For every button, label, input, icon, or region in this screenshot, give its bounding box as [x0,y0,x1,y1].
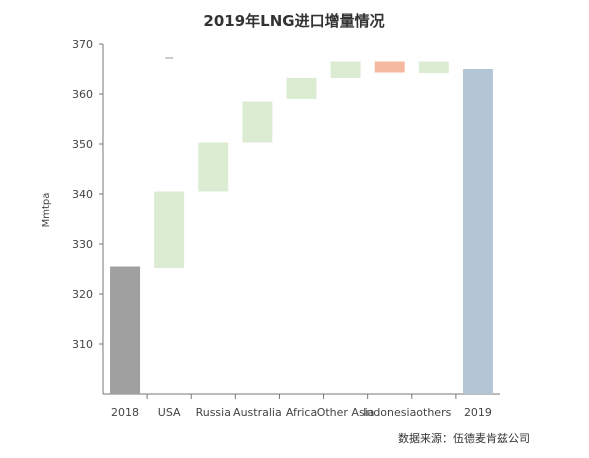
bar-other-asia [330,61,361,78]
chart-title: 2019年LNG进口增量情况 [203,12,384,30]
y-tick-label: 340 [72,188,93,201]
source-note: 数据来源：伍德麦肯兹公司 [398,431,530,445]
x-tick-label: Other Asia [317,406,375,419]
x-tick-label: others [416,406,451,419]
bar-layer [110,57,493,394]
bar-usa [154,191,185,268]
x-tick-label: 2018 [111,406,139,419]
x-tick-label: Australia [233,406,282,419]
y-tick-label: 320 [72,288,93,301]
y-tick-label: 310 [72,338,93,351]
x-tick-label: Indonesia [363,406,416,419]
bar-others [418,61,449,73]
y-tick-label: 360 [72,88,93,101]
bar-australia [242,101,273,143]
y-tick-label: 370 [72,38,93,51]
bar-2018 [110,266,141,394]
y-axis-title: Mmtpa [41,193,52,228]
bar-russia [198,142,229,192]
y-tick-label: 350 [72,138,93,151]
x-tick-label: 2019 [464,406,492,419]
x-tick-label: Africa [286,406,317,419]
x-tick-label: USA [158,406,181,419]
x-tick-label: Russia [196,406,231,419]
y-tick-label: 330 [72,238,93,251]
axis-layer: 310 320 330 340 350 360 370 2018 USA Russia Austra… [72,38,500,419]
bar-africa [286,78,317,99]
bar-indonesia [374,61,405,73]
bar-2019 [462,69,493,394]
